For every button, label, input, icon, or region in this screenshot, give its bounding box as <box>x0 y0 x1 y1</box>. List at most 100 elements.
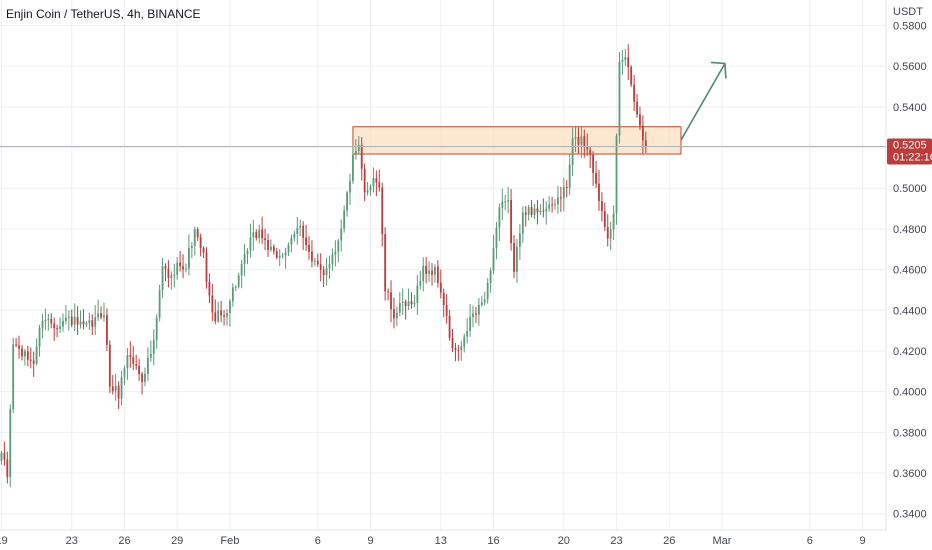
candle-body <box>337 240 340 252</box>
candle-body <box>129 355 132 358</box>
candle-body <box>62 320 64 327</box>
candle-body <box>472 313 474 317</box>
candle-body <box>284 252 287 256</box>
candle-body <box>217 310 220 322</box>
candle-body <box>507 199 510 202</box>
candle-body <box>249 237 252 251</box>
last-price-tag: 0.5205 01:22:16 <box>887 138 932 165</box>
candle-body <box>226 313 228 317</box>
candle-body <box>545 208 548 212</box>
candle-body <box>281 255 284 257</box>
candle-body <box>524 212 527 215</box>
price-tick-label: 0.3400 <box>893 509 927 521</box>
candle-body <box>26 351 29 360</box>
candle-body <box>296 227 299 234</box>
candle-body <box>431 270 433 275</box>
candle-body <box>35 346 38 364</box>
candle-body <box>123 368 126 378</box>
candle-body <box>387 291 389 293</box>
candle-body <box>413 302 416 305</box>
candle-body <box>258 229 261 238</box>
candle-body <box>384 234 387 292</box>
candle-body <box>231 287 234 302</box>
candle-body <box>135 364 138 367</box>
candle-body <box>108 344 111 387</box>
time-tick-label: 23 <box>610 535 622 547</box>
candle-body <box>56 328 59 330</box>
price-tick-label: 0.3600 <box>893 468 927 480</box>
candle-body <box>398 302 401 313</box>
time-tick-label: 13 <box>435 535 447 547</box>
candle-body <box>615 135 618 214</box>
candle-body <box>606 226 609 239</box>
candle-body <box>393 309 395 319</box>
candle-body <box>475 313 477 315</box>
candle-body <box>419 281 422 286</box>
candle-body <box>293 233 296 238</box>
candle-body <box>79 321 82 325</box>
candle-body <box>316 260 319 265</box>
candle-body <box>176 262 179 275</box>
candle-body <box>354 150 357 155</box>
candle-body <box>352 154 354 181</box>
candle-body <box>237 275 240 287</box>
candle-body <box>448 315 451 338</box>
candle-body <box>516 246 518 272</box>
candle-body <box>126 355 129 369</box>
candle-body <box>395 312 398 319</box>
candle-body <box>416 285 419 303</box>
candle-body <box>460 346 463 351</box>
time-tick-label: 26 <box>118 535 130 547</box>
candle-body <box>539 210 542 213</box>
candle-body <box>641 125 644 141</box>
overlays <box>0 61 886 147</box>
candle-body <box>477 305 480 315</box>
candle-body <box>173 274 176 276</box>
time-axis-panel[interactable] <box>0 530 932 550</box>
candle-body <box>243 254 246 264</box>
price-tick-label: 0.4200 <box>893 346 927 358</box>
candle-body <box>454 348 457 350</box>
candle-body <box>612 213 615 230</box>
candle-body <box>0 452 3 461</box>
candle-body <box>138 366 141 374</box>
candle-body <box>574 136 577 139</box>
candle-body <box>88 320 91 323</box>
candle-body <box>152 339 155 354</box>
candle-body <box>624 57 627 60</box>
candle-body <box>530 207 533 216</box>
candle-body <box>170 275 173 278</box>
candle-body <box>211 295 214 313</box>
candle-body <box>270 246 272 250</box>
price-tick-label: 0.4000 <box>893 387 927 399</box>
candle-body <box>252 232 255 238</box>
candle-body <box>164 266 167 269</box>
candle-body <box>147 357 149 374</box>
candle-body <box>91 320 94 327</box>
time-tick-label: Mar <box>713 535 732 547</box>
candle-body <box>357 145 360 151</box>
candle-body <box>557 197 559 205</box>
candle-body <box>343 210 346 229</box>
candle-body <box>234 286 237 288</box>
candle-body <box>188 248 190 269</box>
candle-body <box>182 266 184 270</box>
candle-body <box>410 301 413 305</box>
candle-body <box>422 265 425 282</box>
candle-body <box>97 313 100 318</box>
price-tick-label: 0.5000 <box>893 183 927 195</box>
price-axis-panel[interactable] <box>886 0 932 530</box>
candle-body <box>328 264 331 269</box>
price-tick-label: 0.3800 <box>893 427 927 439</box>
grid-lines <box>0 0 886 530</box>
candle-body <box>114 385 117 392</box>
candle-body <box>18 345 20 349</box>
candle-body <box>340 228 343 241</box>
candle-body <box>533 208 536 216</box>
candle-body <box>202 247 205 253</box>
candle-body <box>621 59 624 62</box>
candle-body <box>463 336 466 347</box>
